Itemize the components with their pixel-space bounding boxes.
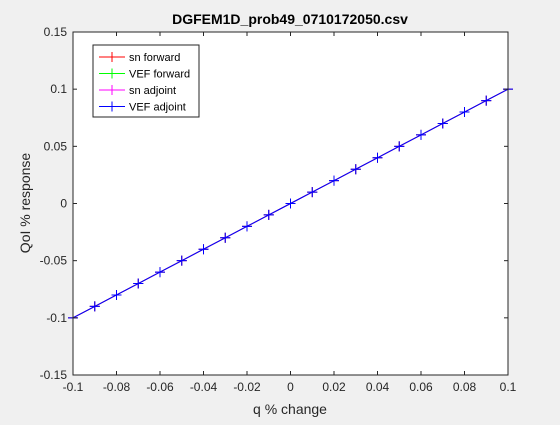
- x-tick-label: -0.08: [103, 380, 131, 394]
- y-axis-label: QoI % response: [17, 153, 33, 254]
- x-tick-label: 0.1: [500, 380, 517, 394]
- y-tick-label: -0.05: [40, 254, 68, 268]
- x-tick-label: -0.04: [190, 380, 218, 394]
- data-point-vef-adjoint: [198, 244, 209, 255]
- x-tick-label: -0.06: [146, 380, 174, 394]
- legend-marker-vef-forward: [107, 68, 117, 79]
- data-point-vef-adjoint: [133, 278, 144, 289]
- data-point-vef-adjoint: [481, 95, 492, 106]
- data-point-vef-adjoint: [89, 301, 100, 312]
- x-tick-label: 0: [287, 380, 294, 394]
- data-point-vef-adjoint: [242, 221, 252, 232]
- legend-label-vef-forward: VEF forward: [129, 69, 190, 81]
- data-point-vef-adjoint: [329, 175, 339, 186]
- x-tick-label: -0.02: [233, 380, 261, 394]
- data-point-vef-adjoint: [372, 152, 383, 163]
- y-tick-label: -0.15: [40, 368, 68, 382]
- x-axis-label: q % change: [253, 401, 327, 417]
- data-point-vef-adjoint: [176, 255, 187, 266]
- legend-label-sn-adjoint: sn adjoint: [129, 85, 176, 97]
- y-tick-label: 0.05: [44, 139, 68, 153]
- y-tick-label: 0.15: [44, 25, 68, 39]
- y-tick-label: -0.1: [46, 311, 67, 325]
- data-point-vef-adjoint: [437, 118, 448, 129]
- data-point-vef-adjoint: [394, 141, 405, 152]
- data-point-vef-adjoint: [416, 129, 426, 140]
- legend-marker-sn-forward: [107, 52, 117, 62]
- x-tick-label: 0.08: [453, 380, 477, 394]
- plot-frame: [72, 31, 509, 376]
- legend-marker-vef-adjoint: [107, 101, 117, 112]
- x-tick-label: -0.1: [63, 380, 84, 394]
- series-layer: [68, 84, 513, 323]
- y-tick-label: 0: [60, 197, 67, 211]
- ticks-layer: -0.1 -0.08 -0.06 -0.04 -0.02 0 0.02 0.04 0.06 0.0…: [40, 25, 517, 394]
- data-point-vef-adjoint: [307, 187, 318, 198]
- data-point-vef-adjoint: [459, 107, 470, 118]
- legend: sn forward VEF forward sn adjoint VEF adjoi…: [92, 44, 200, 118]
- data-point-vef-adjoint: [220, 232, 231, 243]
- y-tick-label: 0.1: [50, 82, 67, 96]
- data-point-vef-adjoint: [285, 198, 296, 209]
- data-point-vef-adjoint: [111, 289, 122, 300]
- data-point-vef-adjoint: [350, 164, 361, 175]
- x-tick-label: 0.06: [409, 380, 433, 394]
- data-point-vef-adjoint: [155, 267, 165, 278]
- x-tick-label: 0.02: [322, 380, 346, 394]
- legend-label-vef-adjoint: VEF adjoint: [129, 102, 186, 114]
- chart-title: DGFEM1D_prob49_0710172050.csv: [172, 11, 408, 27]
- data-point-vef-adjoint: [263, 209, 274, 220]
- x-tick-label: 0.04: [366, 380, 390, 394]
- legend-marker-sn-adjoint: [107, 85, 117, 95]
- legend-label-sn-forward: sn forward: [129, 52, 180, 64]
